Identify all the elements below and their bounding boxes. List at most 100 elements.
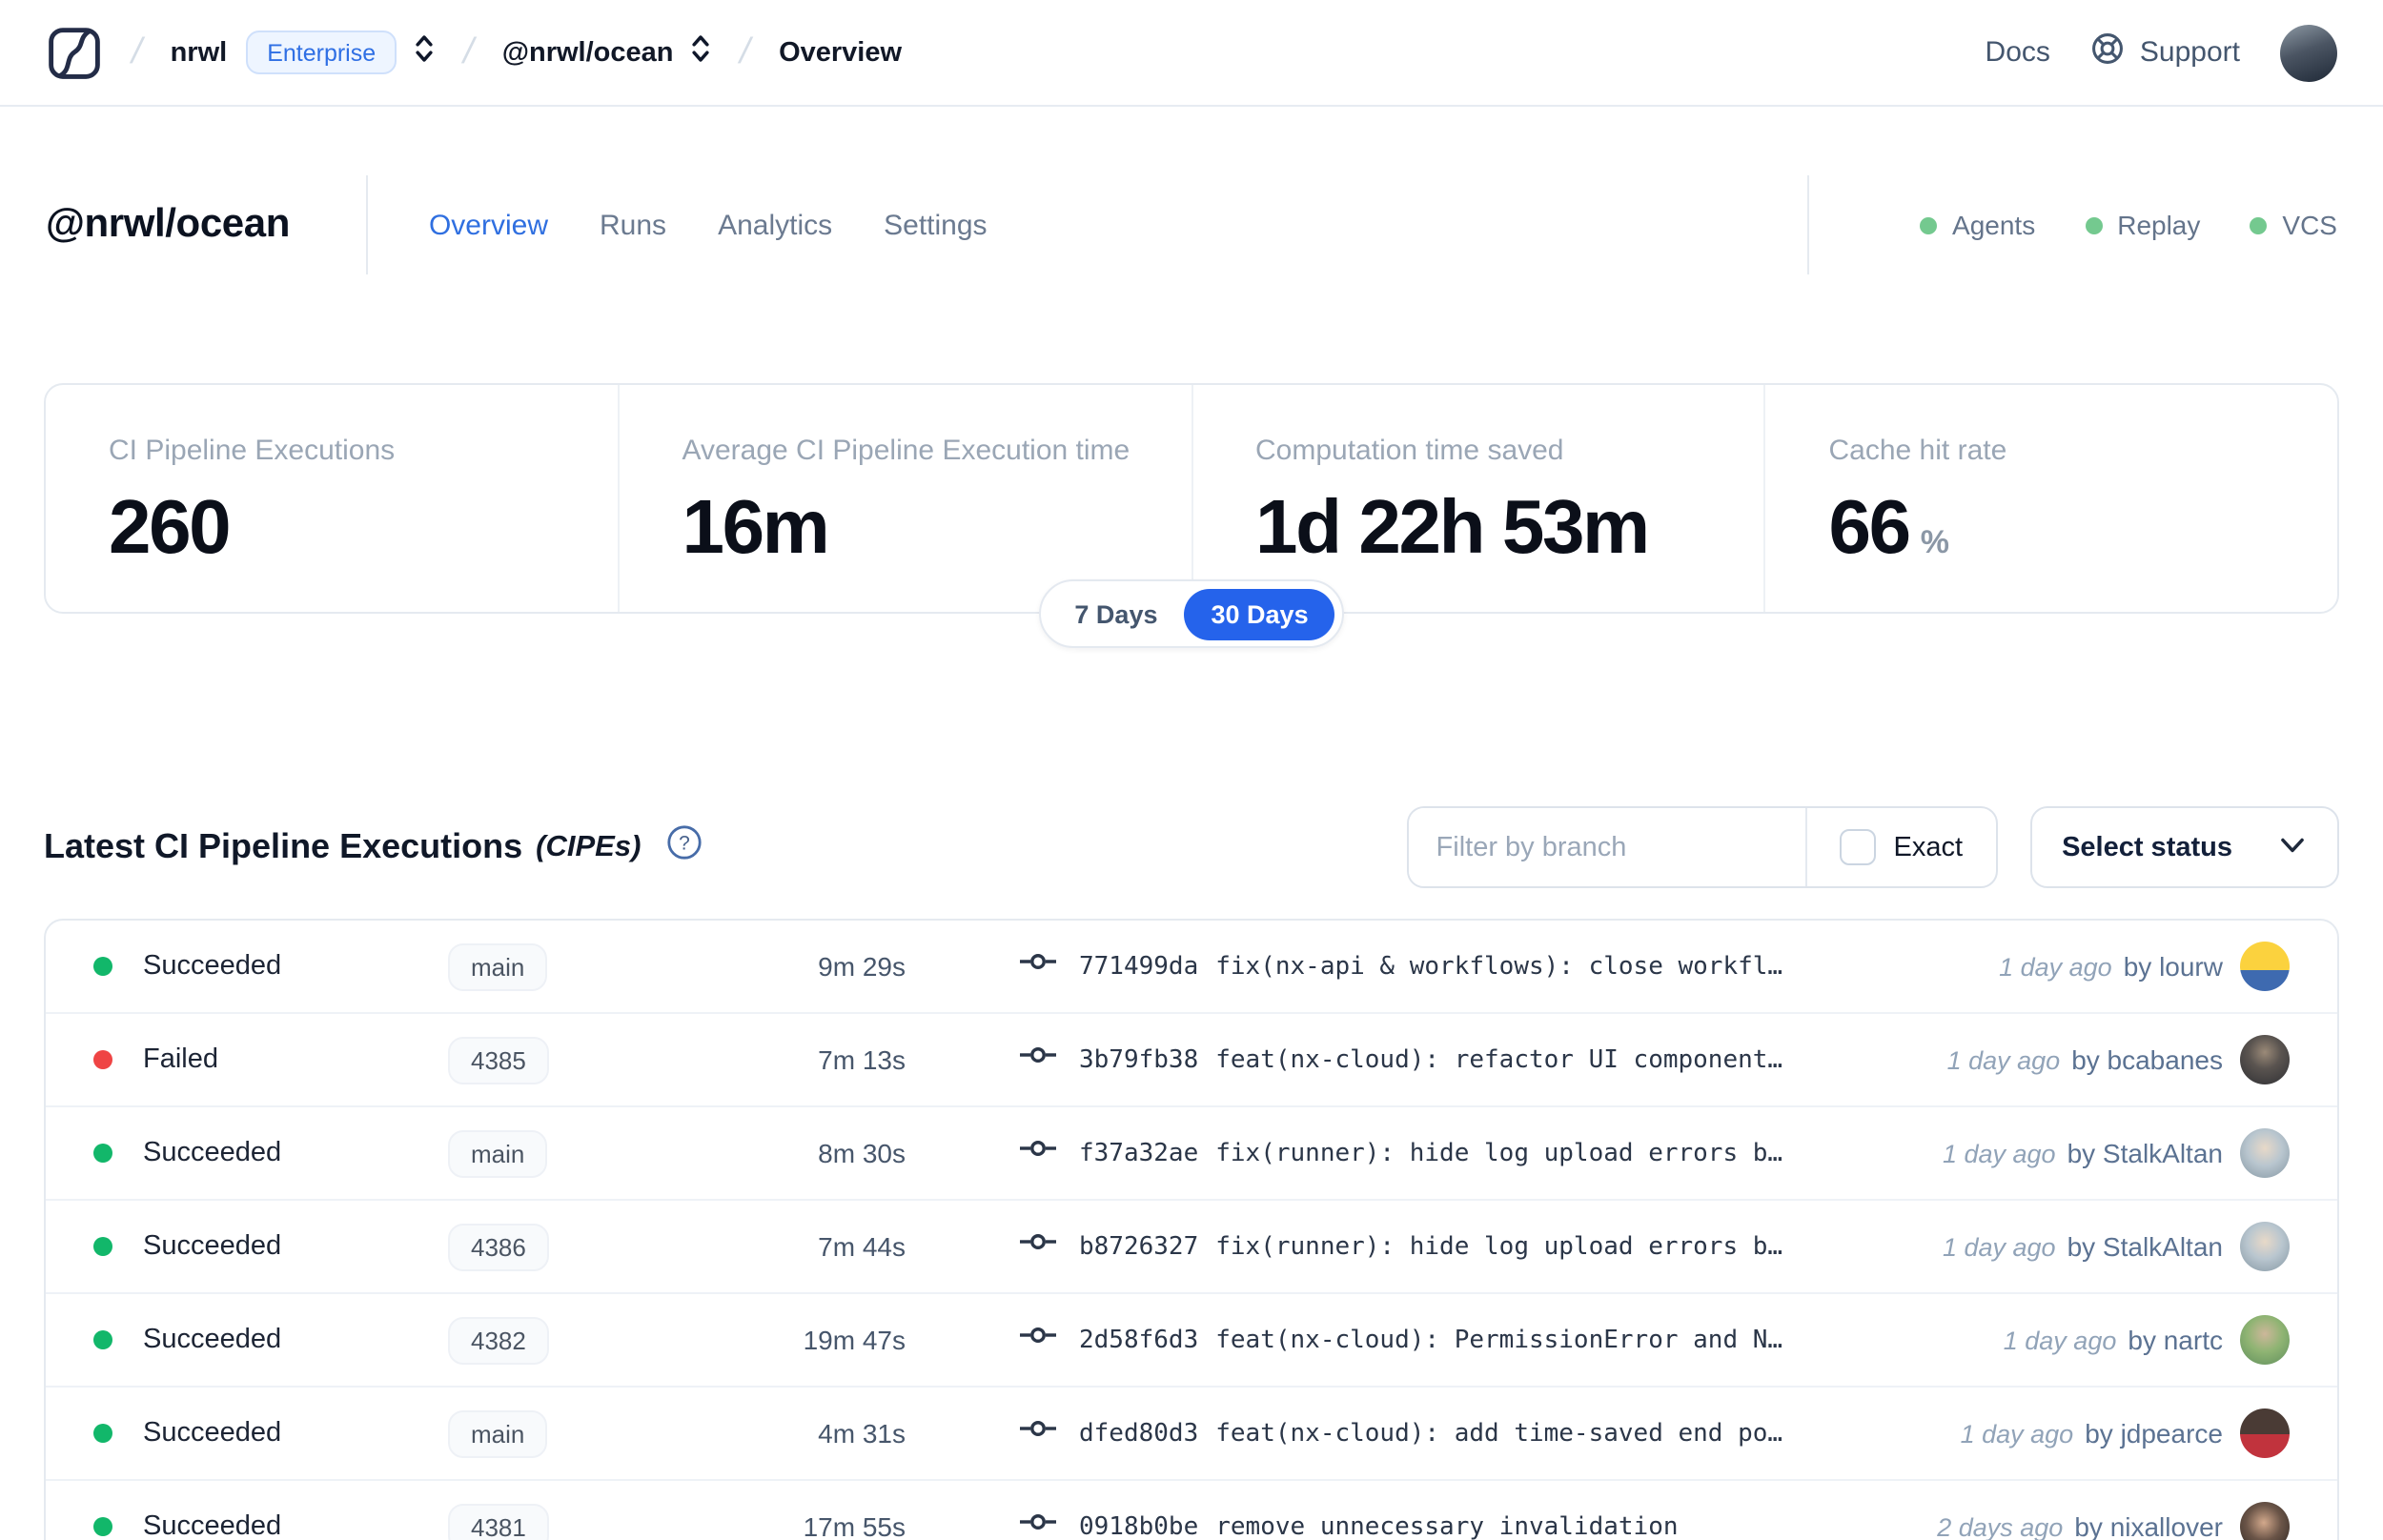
help-icon[interactable]: ? <box>665 823 703 871</box>
author-avatar[interactable] <box>2240 1035 2290 1084</box>
commit-text[interactable]: f37a32ae fix(runner): hide log upload err… <box>1079 1139 1782 1167</box>
status-select-dropdown[interactable]: Select status <box>2029 806 2339 888</box>
branch-badge[interactable]: main <box>448 1129 548 1177</box>
commit-message: feat(nx-cloud): add time-saved end po… <box>1215 1419 1783 1448</box>
service-replay[interactable]: Replay <box>2085 210 2200 240</box>
commit-hash: b8726327 <box>1079 1232 1199 1261</box>
table-row[interactable]: Succeeded main 9m 29s 771499da fix(nx-api… <box>46 921 2337 1014</box>
status-dot <box>93 1237 112 1256</box>
status-dot <box>93 1330 112 1349</box>
commit-text[interactable]: 0918b0be remove unnecessary invalidation <box>1079 1512 1679 1540</box>
relative-time: 1 day ago <box>1942 1139 2056 1167</box>
commit-text[interactable]: 3b79fb38 feat(nx-cloud): refactor UI comp… <box>1079 1045 1782 1074</box>
commit-hash: 771499da <box>1079 952 1199 981</box>
cipes-title: Latest CI Pipeline Executions <box>44 827 523 865</box>
status-label: Succeeded <box>143 1138 282 1168</box>
workspace-tabs: Overview Runs Analytics Settings <box>429 209 988 241</box>
commit-message: feat(nx-cloud): refactor UI component… <box>1215 1045 1783 1074</box>
duration: 8m 30s <box>818 1138 906 1168</box>
status-label: Succeeded <box>143 951 282 982</box>
branch-badge[interactable]: main <box>448 1409 548 1457</box>
commit-hash: 2d58f6d3 <box>1079 1326 1199 1354</box>
table-row[interactable]: Succeeded main 8m 30s f37a32ae fix(runner… <box>46 1107 2337 1201</box>
table-row[interactable]: Failed 4385 7m 13s 3b79fb38 feat(nx-cloud… <box>46 1014 2337 1107</box>
toggle-30-days[interactable]: 30 Days <box>1184 588 1335 639</box>
duration: 7m 44s <box>818 1231 906 1262</box>
status-dot <box>2250 216 2268 233</box>
workspace-switcher-chevron-icon[interactable] <box>691 31 712 73</box>
author-avatar[interactable] <box>2240 1502 2290 1540</box>
docs-link[interactable]: Docs <box>1985 36 2050 69</box>
relative-time: 1 day ago <box>1999 952 2112 981</box>
commit-text[interactable]: 771499da fix(nx-api & workflows): close w… <box>1079 952 1782 981</box>
branch-filter-input[interactable] <box>1409 808 1806 886</box>
stat-label: Cache hit rate <box>1828 435 2007 467</box>
commit-text[interactable]: dfed80d3 feat(nx-cloud): add time-saved e… <box>1079 1419 1782 1448</box>
branch-badge[interactable]: 4386 <box>448 1223 549 1270</box>
status-select-label: Select status <box>2062 832 2232 862</box>
status-label: Failed <box>143 1044 218 1075</box>
commit-icon <box>1020 1323 1056 1357</box>
tab-runs[interactable]: Runs <box>600 209 667 241</box>
service-vcs[interactable]: VCS <box>2250 210 2337 240</box>
table-row[interactable]: Succeeded 4386 7m 44s b8726327 fix(runner… <box>46 1201 2337 1294</box>
user-avatar[interactable] <box>2280 24 2337 81</box>
stat-average-execution-time: Average CI Pipeline Execution time 16m <box>617 385 1192 612</box>
status-dot <box>93 1424 112 1443</box>
table-row[interactable]: Succeeded 4381 17m 55s 0918b0be remove un… <box>46 1481 2337 1540</box>
commit-text[interactable]: b8726327 fix(runner): hide log upload err… <box>1079 1232 1782 1261</box>
commit-message: fix(runner): hide log upload errors b… <box>1215 1232 1783 1261</box>
commit-text[interactable]: 2d58f6d3 feat(nx-cloud): PermissionError … <box>1079 1326 1782 1354</box>
chevron-down-icon <box>2278 832 2307 862</box>
author-avatar[interactable] <box>2240 1128 2290 1178</box>
author-avatar[interactable] <box>2240 1408 2290 1458</box>
lifebuoy-icon <box>2090 30 2127 74</box>
commit-message: fix(nx-api & workflows): close workfl… <box>1215 952 1783 981</box>
stat-value-suffix: % <box>1920 524 1949 560</box>
commit-icon <box>1020 1136 1056 1170</box>
exact-label: Exact <box>1893 832 1964 862</box>
table-row[interactable]: Succeeded 4382 19m 47s 2d58f6d3 feat(nx-c… <box>46 1294 2337 1388</box>
exact-checkbox[interactable] <box>1840 829 1877 865</box>
branch-badge[interactable]: 4385 <box>448 1036 549 1084</box>
service-agents[interactable]: Agents <box>1920 210 2035 240</box>
author: by StalkAltan <box>2067 1231 2223 1262</box>
commit-hash: f37a32ae <box>1079 1139 1199 1167</box>
branch-badge[interactable]: main <box>448 942 548 990</box>
enterprise-badge: Enterprise <box>246 30 397 74</box>
author-avatar[interactable] <box>2240 1222 2290 1271</box>
table-row[interactable]: Succeeded main 4m 31s dfed80d3 feat(nx-cl… <box>46 1388 2337 1481</box>
support-link[interactable]: Support <box>2090 30 2240 74</box>
toggle-7-days[interactable]: 7 Days <box>1074 599 1158 628</box>
status-dot <box>93 1144 112 1163</box>
top-navbar: / nrwl Enterprise / @nrwl/ocean / Overvi… <box>0 0 2383 107</box>
breadcrumb-org[interactable]: nrwl <box>170 37 228 68</box>
commit-hash: 0918b0be <box>1079 1512 1199 1540</box>
org-switcher-chevron-icon[interactable] <box>414 31 435 73</box>
commit-message: fix(runner): hide log upload errors b… <box>1215 1139 1783 1167</box>
author: by bcabanes <box>2071 1044 2223 1075</box>
breadcrumb-workspace[interactable]: @nrwl/ocean <box>501 37 674 68</box>
branch-badge[interactable]: 4382 <box>448 1316 549 1364</box>
stat-label: CI Pipeline Executions <box>109 435 396 467</box>
author: by StalkAltan <box>2067 1138 2223 1168</box>
duration: 19m 47s <box>803 1325 906 1355</box>
tab-overview[interactable]: Overview <box>428 209 548 241</box>
date-range-toggle-wrap: 7 Days 30 Days <box>0 579 2383 648</box>
author-avatar[interactable] <box>2240 942 2290 991</box>
divider <box>365 175 368 274</box>
commit-icon <box>1020 1229 1056 1264</box>
service-label: VCS <box>2282 210 2337 240</box>
nx-cloud-logo-icon[interactable] <box>46 24 103 81</box>
tab-analytics[interactable]: Analytics <box>718 209 833 241</box>
duration: 9m 29s <box>818 951 906 982</box>
workspace-title: @nrwl/ocean <box>46 202 290 246</box>
date-range-toggle: 7 Days 30 Days <box>1039 579 1344 648</box>
workspace-header: @nrwl/ocean Overview Runs Analytics Sett… <box>46 172 2337 278</box>
author-avatar[interactable] <box>2240 1315 2290 1365</box>
branch-badge[interactable]: 4381 <box>448 1503 549 1540</box>
svg-text:?: ? <box>680 832 691 854</box>
tab-settings[interactable]: Settings <box>884 209 988 241</box>
breadcrumb-separator: / <box>736 31 755 71</box>
